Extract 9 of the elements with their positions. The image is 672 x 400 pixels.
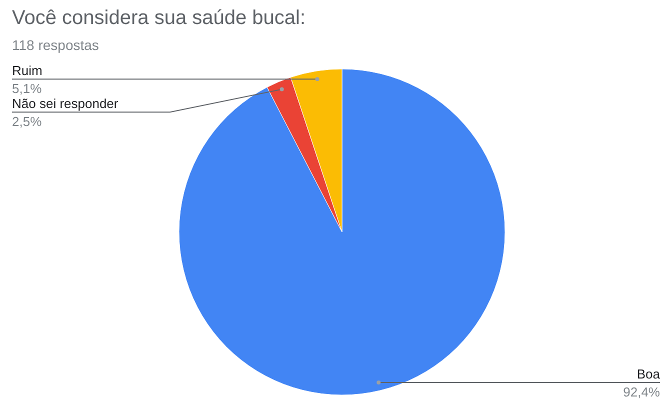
data-label: 2,5% [12, 114, 42, 130]
pie-slice [179, 68, 506, 396]
chart-subtitle: 118 respostas [12, 37, 99, 53]
slice-label: Ruim [12, 63, 42, 78]
data-label: 5,1% [12, 81, 42, 96]
slice-label: Boa [636, 366, 661, 382]
slice-label: Não sei responder [12, 96, 119, 112]
data-label: 92,4% [623, 384, 660, 400]
chart-title: Você considera sua saúde bucal: [12, 7, 306, 29]
